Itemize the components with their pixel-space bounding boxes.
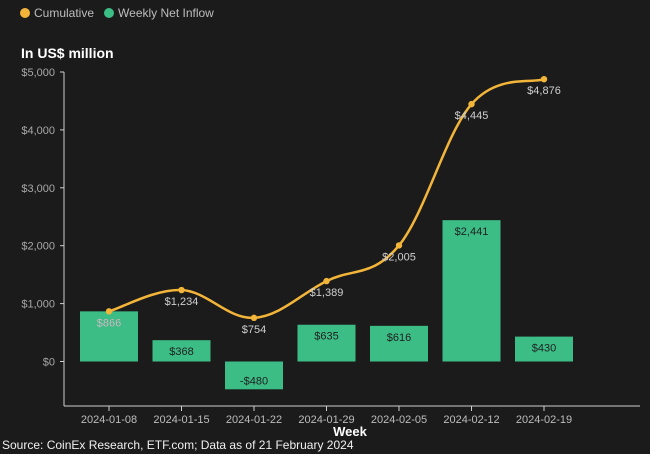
cumulative-data-label: $4,445 [455,110,489,122]
cumulative-point [395,242,403,249]
legend: Cumulative Weekly Net Inflow [20,6,214,20]
x-tick-label: 2024-01-15 [153,414,209,426]
unit-label: In US$ million [21,45,114,61]
legend-swatch-cumulative [20,8,30,18]
bar-data-label: $2,441 [455,226,489,238]
legend-label-weekly-net-inflow: Weekly Net Inflow [118,6,214,20]
x-tick-label: 2024-01-22 [226,414,282,426]
bar [297,324,356,362]
bar [225,361,283,390]
y-tick-label: $5,000 [21,67,55,79]
cumulative-data-label: $866 [97,317,121,329]
cumulative-point [468,100,475,108]
y-tick-label: $3,000 [21,183,55,195]
cumulative-data-label: $1,234 [165,296,199,308]
bar [80,311,138,362]
bar [152,340,211,362]
y-tick-label: $1,000 [21,299,55,311]
bar-data-label: $635 [314,331,338,343]
y-tick-label: $0 [43,357,55,369]
y-tick-label: $4,000 [21,125,55,137]
source-note: Source: CoinEx Research, ETF.com; Data a… [2,438,354,452]
bar [515,336,573,362]
cumulative-data-label: $4,876 [527,85,561,97]
bar-data-label: $368 [169,346,193,358]
cumulative-data-label: $754 [242,324,266,336]
cumulative-point [540,75,548,83]
legend-label-cumulative: Cumulative [34,6,95,20]
cumulative-data-label: $2,005 [382,251,416,263]
x-tick-label: 2024-01-29 [298,414,354,426]
bar-data-label: $616 [387,332,411,344]
legend-item-weekly-net-inflow: Weekly Net Inflow [104,6,214,20]
x-tick-label: 2024-01-08 [81,414,137,426]
x-tick-label: 2024-02-05 [371,414,427,426]
bar [442,220,501,362]
y-tick-label: $2,000 [21,241,55,253]
cumulative-point [250,314,258,322]
bar-data-label: $866 [97,317,121,329]
bar [370,325,428,362]
cumulative-data-label: $1,389 [310,287,344,299]
x-axis-title: Week [333,424,367,439]
x-tick-label: 2024-02-12 [443,414,499,426]
bar-data-label: $430 [532,343,556,355]
cumulative-point [105,308,113,315]
legend-item-cumulative: Cumulative [20,6,94,20]
bar-data-label: -$480 [240,376,268,388]
cumulative-point [323,277,330,285]
x-tick-label: 2024-02-19 [516,414,572,426]
legend-swatch-weekly-net-inflow [104,8,115,18]
cumulative-point [178,286,185,294]
